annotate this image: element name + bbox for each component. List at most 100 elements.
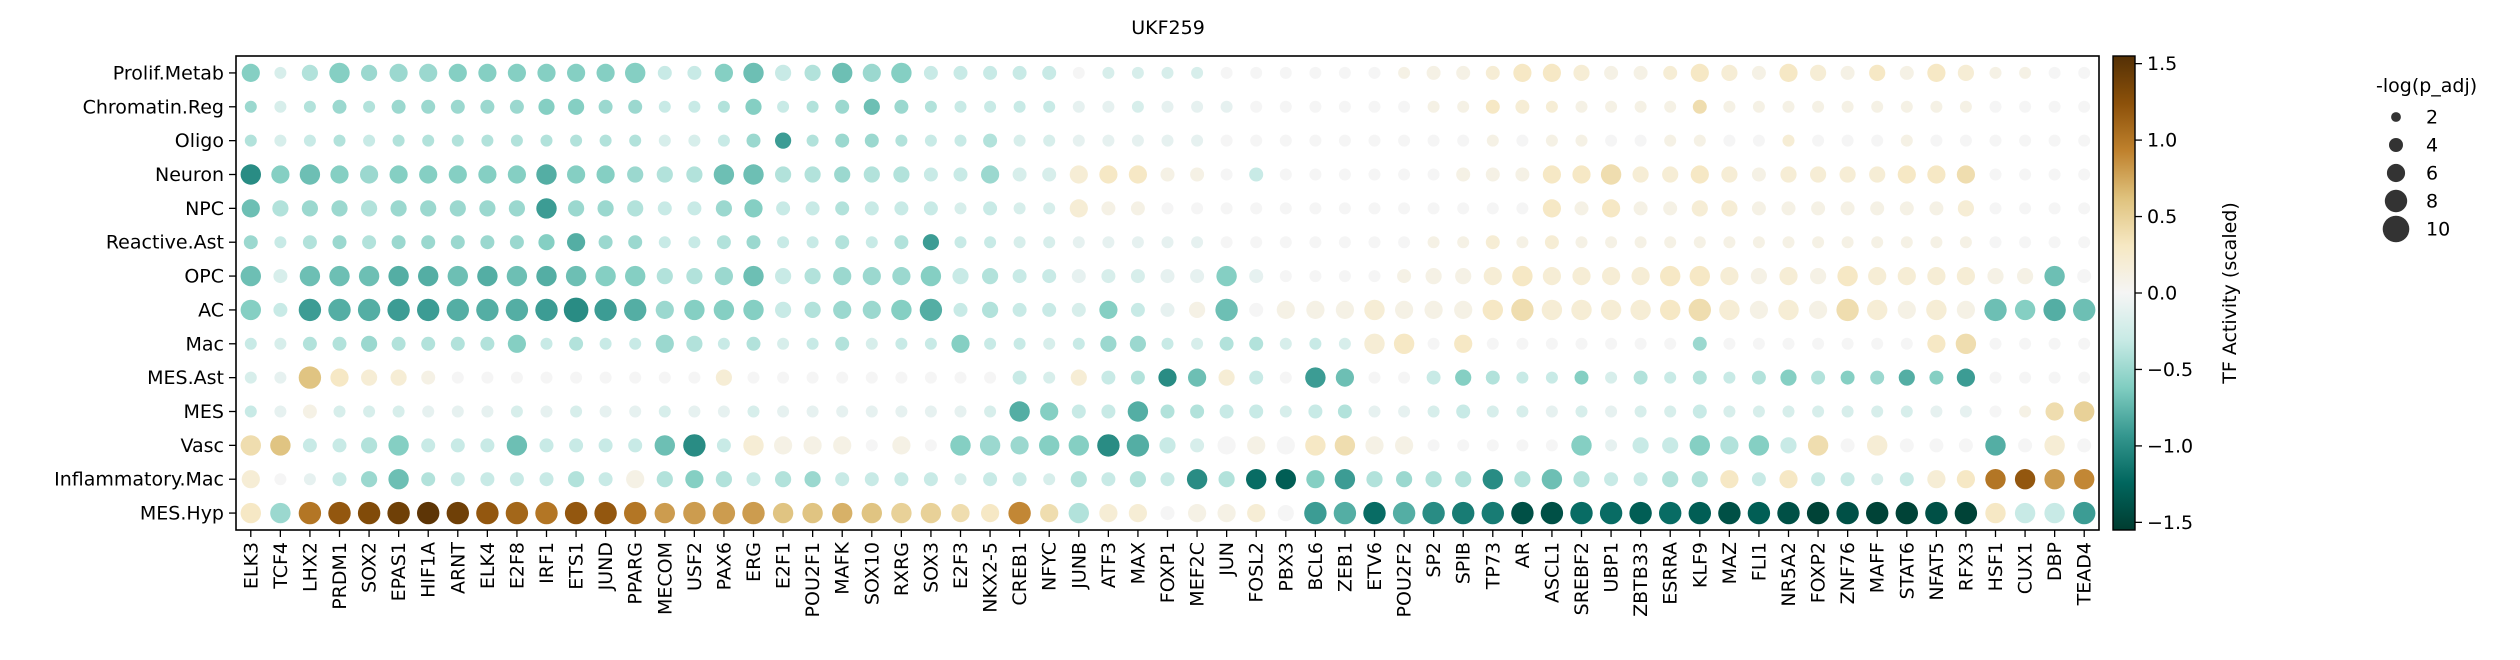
- dot-Vasc-HIF1A: [421, 438, 436, 453]
- dot-AC-STAT6: [1897, 300, 1916, 319]
- dot-Vasc-PRDM1: [332, 438, 347, 453]
- dot-Neuron-SOX10: [863, 166, 880, 183]
- dot-Mac-ATF3: [1100, 335, 1117, 352]
- dot-MES-DBP: [2045, 402, 2064, 421]
- dot-Mac-FOSL2: [1249, 336, 1264, 351]
- dot-MES-ETS1: [570, 405, 583, 418]
- dot-NPC-E2F1: [776, 201, 791, 216]
- dot-Oligo-POU2F1: [806, 134, 819, 147]
- dot-NPC-ELK3: [241, 199, 260, 218]
- dot-Neuron-DBP: [2048, 168, 2061, 181]
- dot-MES.Ast-SOX3: [924, 371, 937, 384]
- dot-Inflammatory.Mac-POU2F2: [1396, 471, 1413, 488]
- dot-MES.Ast-FLI1: [1751, 370, 1766, 385]
- dot-MES-UBP1: [1605, 405, 1618, 418]
- dot-Oligo-ZBTB33: [1634, 134, 1647, 147]
- dot-Mac-SREBF2: [1575, 337, 1588, 350]
- size-legend-label: 4: [2426, 135, 2438, 157]
- dot-AC-MAFF: [1867, 299, 1888, 321]
- size-legend-dot: [2382, 215, 2410, 243]
- column-label: MAZ: [1719, 542, 1741, 584]
- dot-NPC-PBX3: [1279, 202, 1292, 215]
- dot-Prolif.Metab-ELK3: [241, 63, 260, 82]
- dot-MES.Hyp-NR5A2: [1777, 501, 1800, 525]
- dot-MES.Hyp-ESRRA: [1659, 501, 1682, 525]
- dot-Neuron-JUND: [596, 165, 615, 184]
- dot-Reactive.Ast-AR: [1516, 236, 1529, 249]
- dot-Inflammatory.Mac-CREB1: [1012, 472, 1027, 487]
- dot-Oligo-JUND: [599, 134, 612, 147]
- column-label: E2F8: [506, 542, 528, 589]
- dot-Oligo-SP2: [1427, 134, 1440, 147]
- dot-Mac-SOX10: [865, 337, 878, 350]
- dot-AC-E2F3: [953, 302, 968, 317]
- dot-Mac-DBP: [2048, 337, 2061, 350]
- dot-Neuron-NR5A2: [1780, 166, 1797, 183]
- dot-Chromatin.Reg-IRF1: [538, 98, 555, 115]
- dot-NPC-ASCL1: [1542, 199, 1561, 218]
- dot-MES.Ast-ERG: [747, 371, 760, 384]
- dot-Prolif.Metab-JUNB: [1072, 66, 1085, 79]
- dot-NPC-ERG: [744, 199, 763, 218]
- dot-Neuron-POU2F1: [804, 166, 821, 183]
- dot-Prolif.Metab-SOX10: [862, 63, 881, 82]
- dot-OPC-MAX: [1130, 269, 1145, 284]
- dot-NPC-SOX10: [864, 201, 879, 216]
- dot-MES.Ast-RXRG: [895, 371, 908, 384]
- dot-Vasc-SOX3: [924, 439, 937, 452]
- dot-OPC-STAT6: [1897, 267, 1916, 286]
- dot-Mac-TP73: [1486, 337, 1499, 350]
- column-label: RFX3: [1955, 542, 1977, 591]
- dot-MES-ERG: [747, 405, 760, 418]
- dot-Prolif.Metab-IRF1: [537, 63, 556, 82]
- dot-OPC-HSF1: [1987, 268, 2004, 285]
- dot-Chromatin.Reg-MAFF: [1871, 100, 1884, 113]
- dot-NPC-SP2: [1427, 202, 1440, 215]
- dot-MES.Hyp-SPIB: [1452, 501, 1475, 525]
- dot-NPC-FOXP1: [1161, 202, 1174, 215]
- dot-Mac-ELK3: [244, 337, 257, 350]
- dot-Inflammatory.Mac-ERG: [746, 472, 761, 487]
- dot-Prolif.Metab-UBP1: [1604, 65, 1619, 80]
- dot-MES-MAZ: [1723, 405, 1736, 418]
- size-legend: -log(p_adj) 2 4 6 8 10: [2376, 75, 2477, 243]
- dot-Vasc-ZNF76: [1840, 438, 1855, 453]
- dot-Reactive.Ast-TP73: [1485, 235, 1500, 250]
- dot-Vasc-MEF2C: [1190, 438, 1205, 453]
- dot-OPC-PAX6: [714, 267, 734, 286]
- dot-Prolif.Metab-POU2F2: [1398, 66, 1411, 79]
- dot-Reactive.Ast-MEF2C: [1191, 236, 1204, 249]
- dot-Inflammatory.Mac-ATF3: [1101, 472, 1116, 487]
- dot-Vasc-PAX6: [716, 438, 731, 453]
- dot-MES-NFAT5: [1930, 405, 1943, 418]
- dot-Neuron-E2F8: [507, 165, 526, 184]
- dot-OPC-USF2: [686, 268, 703, 285]
- dot-Reactive.Ast-MAFF: [1871, 236, 1884, 249]
- dot-MES-CUX1: [2019, 405, 2032, 418]
- dot-Reactive.Ast-FOXP1: [1161, 236, 1174, 249]
- dot-Prolif.Metab-NR5A2: [1779, 63, 1798, 82]
- dot-MES.Ast-ETV6: [1368, 371, 1381, 384]
- dot-Oligo-LHX2: [303, 134, 316, 147]
- dot-AC-PPARG: [624, 298, 647, 322]
- dot-MES.Hyp-MAFK: [832, 502, 853, 524]
- dot-Inflammatory.Mac-ETS1: [568, 471, 585, 488]
- dot-Reactive.Ast-E2F3: [954, 236, 967, 249]
- dot-Oligo-NFAT5: [1930, 134, 1943, 147]
- dot-NPC-KLF9: [1691, 200, 1708, 217]
- dot-Mac-FOXP1: [1161, 337, 1174, 350]
- dot-Oligo-POU2F2: [1398, 134, 1411, 147]
- dot-MES.Hyp-AR: [1511, 501, 1534, 525]
- dot-OPC-ATF3: [1101, 269, 1116, 284]
- dot-Neuron-E2F1: [775, 166, 792, 183]
- column-label: FOXP2: [1808, 542, 1830, 603]
- dot-Reactive.Ast-PPARG: [628, 235, 643, 250]
- dot-Inflammatory.Mac-KLF9: [1691, 471, 1708, 488]
- dot-AC-RFX3: [1956, 300, 1975, 319]
- dot-Inflammatory.Mac-LHX2: [303, 473, 316, 486]
- dot-MES.Hyp-ELK3: [240, 502, 261, 524]
- column-label: SP2: [1423, 542, 1445, 578]
- dot-MES.Hyp-E2F3: [951, 503, 970, 523]
- dot-Mac-ERG: [746, 336, 761, 351]
- dot-MES.Ast-NFAT5: [1929, 370, 1944, 385]
